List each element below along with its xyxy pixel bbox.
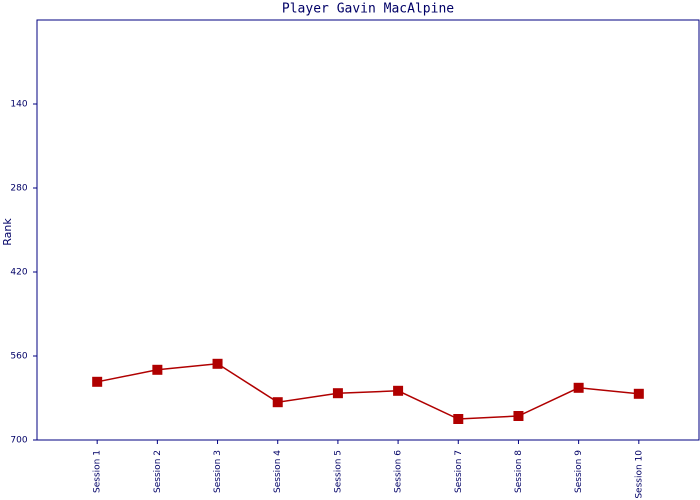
point-marker <box>453 414 464 424</box>
x-tick-label: Session 1 <box>93 450 103 493</box>
x-tick-label: Session 7 <box>454 450 464 493</box>
y-tick-label: 700 <box>10 436 27 446</box>
point-marker <box>633 388 644 399</box>
y-tick-label: 280 <box>10 184 27 194</box>
y-tick-label: 420 <box>10 268 27 278</box>
point-marker <box>393 385 404 396</box>
x-tick-label: Session 10 <box>634 450 644 499</box>
y-tick-label: 560 <box>10 352 27 362</box>
x-tick-label: Session 2 <box>153 450 163 493</box>
point-marker <box>513 411 524 421</box>
point-marker <box>152 364 163 375</box>
x-tick-label: Session 3 <box>213 450 223 493</box>
x-tick-label: Session 6 <box>394 450 404 493</box>
point-marker <box>92 376 103 387</box>
point-marker <box>212 358 223 369</box>
x-tick-label: Session 4 <box>273 450 283 493</box>
x-tick-label: Session 9 <box>574 450 584 493</box>
point-marker <box>573 382 584 393</box>
y-tick-label: 140 <box>10 100 27 110</box>
x-tick-label: Session 8 <box>514 450 524 493</box>
y-axis-label: Rank <box>1 218 14 246</box>
point-marker <box>332 388 343 399</box>
point-marker <box>272 397 283 408</box>
x-tick-label: Session 5 <box>333 450 343 493</box>
plot-frame <box>36 19 700 441</box>
chart-title: Player Gavin MacAlpine <box>282 2 454 17</box>
series-line <box>97 363 639 420</box>
